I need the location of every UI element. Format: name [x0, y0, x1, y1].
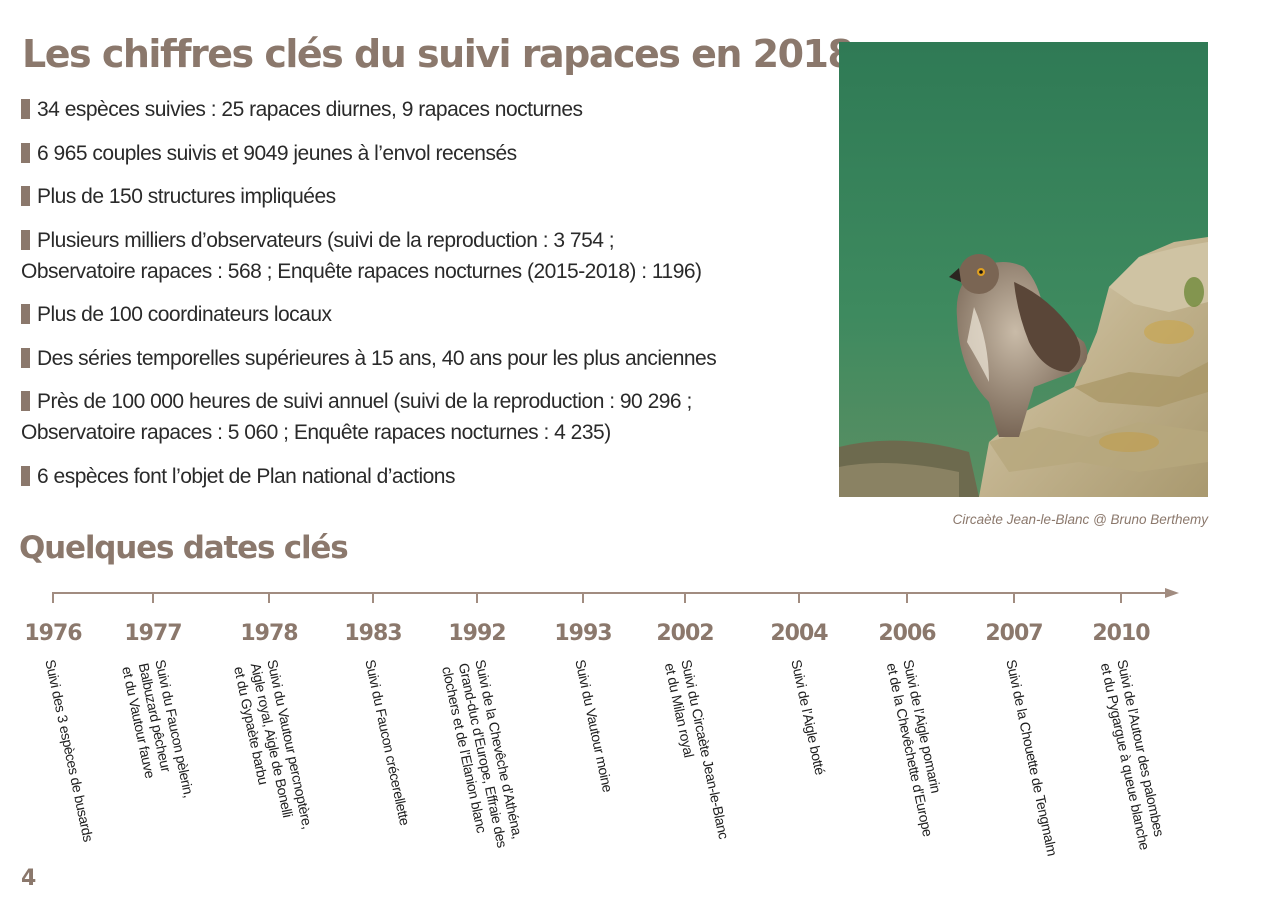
- key-figure-item: Des séries temporelles supérieures à 15 …: [21, 343, 821, 374]
- key-figure-item: Plus de 150 structures impliquées: [21, 181, 821, 212]
- bullet-square-icon: [21, 186, 30, 206]
- key-figure-text: 6 965 couples suivis et 9049 jeunes à l’…: [37, 141, 517, 165]
- key-figure-item: Plus de 100 coordinateurs locaux: [21, 299, 821, 330]
- page-number: 4: [21, 866, 37, 891]
- timeline-event: Suivi du Circaète Jean-le-Blanc et du Mil…: [661, 658, 732, 844]
- timeline-tick: [372, 594, 374, 603]
- dates-heading: Quelques dates clés: [19, 530, 349, 566]
- timeline-year: 1977: [124, 621, 182, 646]
- timeline-tick: [152, 594, 154, 603]
- key-figure-text: Plus de 100 coordinateurs locaux: [37, 303, 332, 326]
- timeline-year: 1983: [344, 621, 402, 646]
- page-title: Les chiffres clés du suivi rapaces en 20…: [22, 32, 854, 76]
- timeline-year: 2002: [656, 621, 714, 646]
- key-figure-text: Près de 100 000 heures de suivi annuel (…: [37, 390, 692, 413]
- timeline-tick: [476, 594, 478, 603]
- bullet-square-icon: [21, 347, 30, 368]
- timeline-tick: [798, 594, 800, 603]
- timeline-tick: [582, 594, 584, 603]
- timeline-event: Suivi de l’Autour des palombes et du Pyga…: [1097, 658, 1170, 851]
- timeline-event: Suivi de la Chevêche d’Athéna, Grand-duc …: [438, 658, 527, 853]
- timeline-event-text: Suivi du Faucon crécerellette: [362, 658, 414, 827]
- timeline-year: 1978: [240, 621, 298, 646]
- bullet-square-icon: [21, 391, 30, 411]
- key-figures-list: 34 espèces suivies : 25 rapaces diurnes,…: [21, 94, 821, 504]
- timeline-year: 2007: [985, 621, 1043, 646]
- timeline-year: 2004: [770, 621, 828, 646]
- timeline-year: 2010: [1092, 621, 1150, 646]
- key-figure-text: Plus de 150 structures impliquées: [37, 185, 336, 208]
- key-figure-item: Plusieurs milliers d’observateurs (suivi…: [21, 225, 821, 287]
- key-figure-text: Observatoire rapaces : 5 060 ; Enquête r…: [21, 421, 611, 444]
- timeline-event-text: Suivi de la Chouette de Tengmalm: [1003, 658, 1061, 858]
- key-figure-text: 34 espèces suivies : 25 rapaces diurnes,…: [37, 98, 583, 121]
- timeline-event: Suivi du Faucon pèlerin, Balbuzard pêcheu…: [118, 658, 197, 806]
- timeline-tick: [1013, 594, 1015, 603]
- timeline-event: Suivi de l’Aigle botté: [787, 658, 828, 776]
- timeline-tick: [684, 594, 686, 603]
- key-figure-text: Plusieurs milliers d’observateurs (suivi…: [37, 228, 615, 252]
- timeline-event: Suivi des 3 espèces de busards: [41, 658, 96, 843]
- timeline-event-text: Suivi des 3 espèces de busards: [42, 658, 97, 843]
- key-figure-item: 6 espèces font l’objet de Plan national …: [21, 461, 821, 492]
- key-figure-text: 6 espèces font l’objet de Plan national …: [37, 464, 455, 488]
- bullet-square-icon: [21, 99, 30, 119]
- timeline-tick: [1120, 594, 1122, 603]
- bullet-square-icon: [21, 229, 30, 250]
- photo-caption: Circaète Jean-le-Blanc @ Bruno Berthemy: [952, 512, 1208, 527]
- timeline-event: Suivi de la Chouette de Tengmalm: [1002, 658, 1060, 857]
- key-figure-item: 34 espèces suivies : 25 rapaces diurnes,…: [21, 94, 821, 125]
- timeline-event-text: Suivi de l’Aigle botté: [788, 658, 829, 777]
- timeline-event: Suivi de l’Aigle pomarin et de la Chevêch…: [883, 658, 953, 838]
- timeline-tick: [52, 594, 54, 603]
- key-figure-item: Près de 100 000 heures de suivi annuel (…: [21, 386, 821, 448]
- timeline-year: 1976: [24, 621, 82, 646]
- key-figure-text: Observatoire rapaces : 568 ; Enquête rap…: [21, 259, 702, 283]
- eagle-photo: [839, 42, 1208, 497]
- bullet-square-icon: [21, 304, 30, 324]
- bullet-square-icon: [21, 465, 30, 486]
- timeline-tick: [268, 594, 270, 603]
- timeline-year: 1992: [448, 621, 506, 646]
- timeline-event: Suivi du Faucon crécerellette: [361, 658, 413, 827]
- timeline-year: 1993: [554, 621, 612, 646]
- timeline-year: 2006: [878, 621, 936, 646]
- key-figure-item: 6 965 couples suivis et 9049 jeunes à l’…: [21, 138, 821, 169]
- timeline-tick: [906, 594, 908, 603]
- timeline-arrow: [1165, 588, 1179, 598]
- key-figure-text: Des séries temporelles supérieures à 15 …: [37, 346, 717, 370]
- timeline-event: Suivi du Vautour percnoptère, Aigle royal…: [230, 658, 316, 837]
- timeline-axis: [52, 592, 1169, 594]
- bullet-square-icon: [21, 142, 30, 163]
- timeline-event: Suivi du Vautour moine: [571, 658, 616, 794]
- timeline: 1976 Suivi des 3 espèces de busards 1977 Su…: [0, 585, 1280, 885]
- timeline-event-text: Suivi du Vautour moine: [572, 658, 617, 794]
